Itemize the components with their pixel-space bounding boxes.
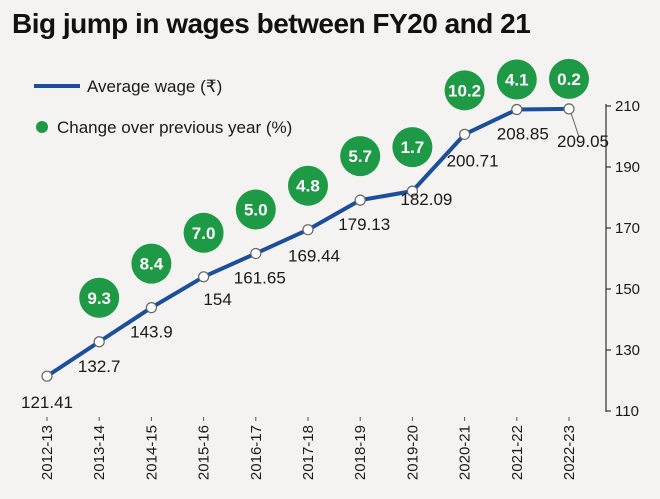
wage-point [198, 271, 210, 283]
wage-value-label: 209.05 [557, 132, 609, 151]
chart-title: Big jump in wages between FY20 and 21 [12, 8, 531, 39]
x-tick-label: 2014-15 [143, 425, 160, 480]
x-tick-label: 2016-17 [248, 425, 265, 480]
y-tick-label: 110 [615, 403, 639, 420]
change-bubble [131, 243, 172, 284]
wage-point [145, 302, 157, 314]
x-tick-label: 2021-22 [509, 425, 526, 480]
y-axis: 110 130 150 170 190 210 [605, 98, 640, 420]
y-tick-label: 190 [615, 159, 640, 176]
legend-dot-swatch [36, 121, 48, 133]
wage-point [406, 185, 418, 197]
wage-value-label: 182.09 [400, 190, 452, 209]
y-tick-label: 170 [615, 220, 640, 237]
wage-point [250, 247, 262, 260]
change-bubble [496, 59, 537, 100]
wage-point [459, 128, 471, 140]
wage-value-label: 143.9 [130, 323, 173, 342]
legend-label-wage: Average wage (₹) [87, 77, 222, 96]
wage-value-label: 121.41 [21, 393, 73, 412]
change-bubble [183, 212, 224, 253]
x-tick-label: 2013-14 [91, 425, 108, 480]
change-value-label: 8.4 [140, 255, 164, 274]
change-bubble [340, 136, 381, 177]
y-tick-label: 130 [615, 342, 640, 359]
wage-value-label: 208.85 [497, 125, 549, 144]
x-tick-label: 2019-20 [404, 425, 421, 480]
wage-point [354, 194, 366, 206]
x-tick-label: 2018-19 [352, 425, 369, 480]
change-bubble [392, 127, 433, 168]
y-tick-label: 150 [615, 281, 640, 298]
wage-point [41, 370, 53, 382]
change-value-label: 9.3 [87, 289, 111, 308]
y-tick-label: 210 [615, 98, 640, 115]
wage-value-label: 154 [203, 290, 231, 309]
change-bubble [79, 277, 120, 318]
change-bubble [235, 189, 276, 230]
change-value-label: 7.0 [192, 224, 216, 243]
x-tick-label: 2020-21 [457, 425, 474, 480]
wage-point [302, 224, 314, 236]
change-value-label: 10.2 [448, 81, 481, 100]
change-value-label: 5.0 [244, 200, 268, 219]
change-bubble [549, 58, 589, 99]
x-tick-label: 2012-13 [39, 425, 56, 480]
x-axis: 2012-13 2013-14 2014-15 2015-16 2016-17 2017-… [39, 417, 578, 480]
x-tick-label: 2022-23 [561, 425, 578, 480]
wage-value-label: 169.44 [288, 247, 340, 266]
label-leader-line [570, 112, 580, 138]
x-tick-label: 2017-18 [300, 425, 317, 480]
wage-value-label: 132.7 [78, 357, 121, 376]
wage-value-label: 161.65 [234, 268, 286, 287]
change-value-label: 5.7 [348, 147, 372, 166]
wage-point [93, 336, 105, 348]
change-value-label: 0.2 [557, 70, 581, 89]
wage-value-label: 179.13 [338, 215, 390, 234]
wage-point [563, 103, 575, 115]
change-value-label: 1.7 [401, 138, 425, 157]
wage-value-label: 200.71 [447, 151, 499, 170]
change-bubble [444, 70, 485, 111]
wage-point [511, 103, 523, 116]
wage-series-line [45, 106, 570, 378]
change-value-label: 4.1 [505, 71, 529, 90]
legend: Average wage (₹) Change over previous ye… [34, 77, 292, 137]
change-bubble [288, 165, 328, 206]
change-value-label: 4.8 [296, 177, 320, 196]
legend-label-change: Change over previous year (%) [57, 118, 292, 137]
x-tick-label: 2015-16 [196, 425, 213, 480]
